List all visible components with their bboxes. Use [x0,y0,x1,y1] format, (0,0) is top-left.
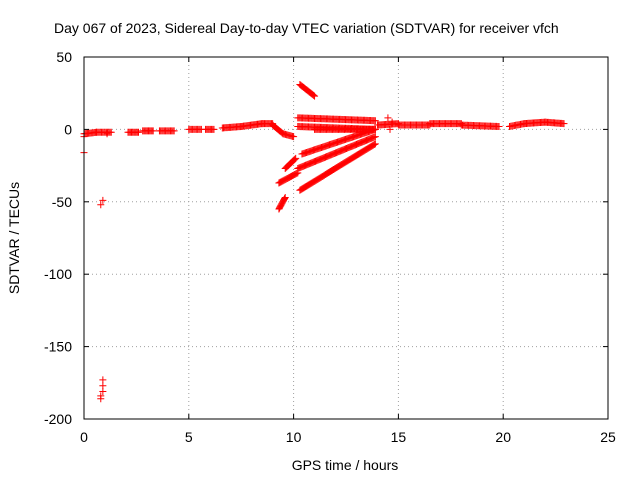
data-point-isolated [97,395,105,403]
y-tick-label: 50 [56,49,72,65]
plot-frame [83,56,609,420]
data-point-isolated [384,114,392,122]
data-point-mid-band-upper [371,117,379,125]
grid-layer [84,57,608,419]
data-point-isolated [97,201,105,209]
data-point-high-streak [311,92,319,100]
data-point-drop-after-9h [290,133,298,141]
data-point-baseline-early [149,127,157,135]
x-tick-label: 15 [391,429,407,445]
y-tick-label: 0 [64,121,72,137]
data-point-rising-streak-2 [371,133,379,141]
data-point-descent-c [290,156,298,164]
x-tick-label: 25 [600,429,616,445]
data-point-descent-b [293,169,301,177]
data-point-descent-c [291,155,299,163]
data-point-descent-a [281,193,289,201]
tick-layer: 0 5 10 15 20 25 -200 -150 -100 -50 0 50 [44,49,616,445]
data-point-isolated [99,387,107,395]
x-tick-label: 0 [80,429,88,445]
y-tick-label: -50 [52,194,72,210]
data-point-rising-streak-1 [371,140,379,148]
data-point-mid-band-2 [369,125,377,133]
data-point-isolated [99,196,107,204]
data-point-rising-streak-1 [370,141,378,149]
data-layer [80,81,568,403]
data-point-isolated [388,118,396,126]
data-point-baseline-early [170,127,178,135]
chart-title: Day 067 of 2023, Sidereal Day-to-day VTE… [54,20,559,36]
y-axis-label: SDTVAR / TECUs [6,182,22,294]
x-axis-label: GPS time / hours [292,457,399,473]
data-point-descent-c [292,154,300,162]
data-point-descent-a [281,195,289,203]
y-tick-label: -200 [44,411,72,427]
data-point-baseline-early [134,128,142,136]
x-tick-label: 20 [495,429,511,445]
data-point-night [560,120,568,128]
data-point-baseline-early [107,128,115,136]
data-point-late-plateau [495,123,503,131]
data-point-isolated [386,125,394,133]
y-tick-label: -100 [44,266,72,282]
x-tick-label: 5 [185,429,193,445]
data-point-isolated [103,130,111,138]
y-tick-label: -150 [44,339,72,355]
data-point-high-streak [310,91,318,99]
x-tick-label: 10 [286,429,302,445]
data-point-baseline-early [210,125,218,133]
